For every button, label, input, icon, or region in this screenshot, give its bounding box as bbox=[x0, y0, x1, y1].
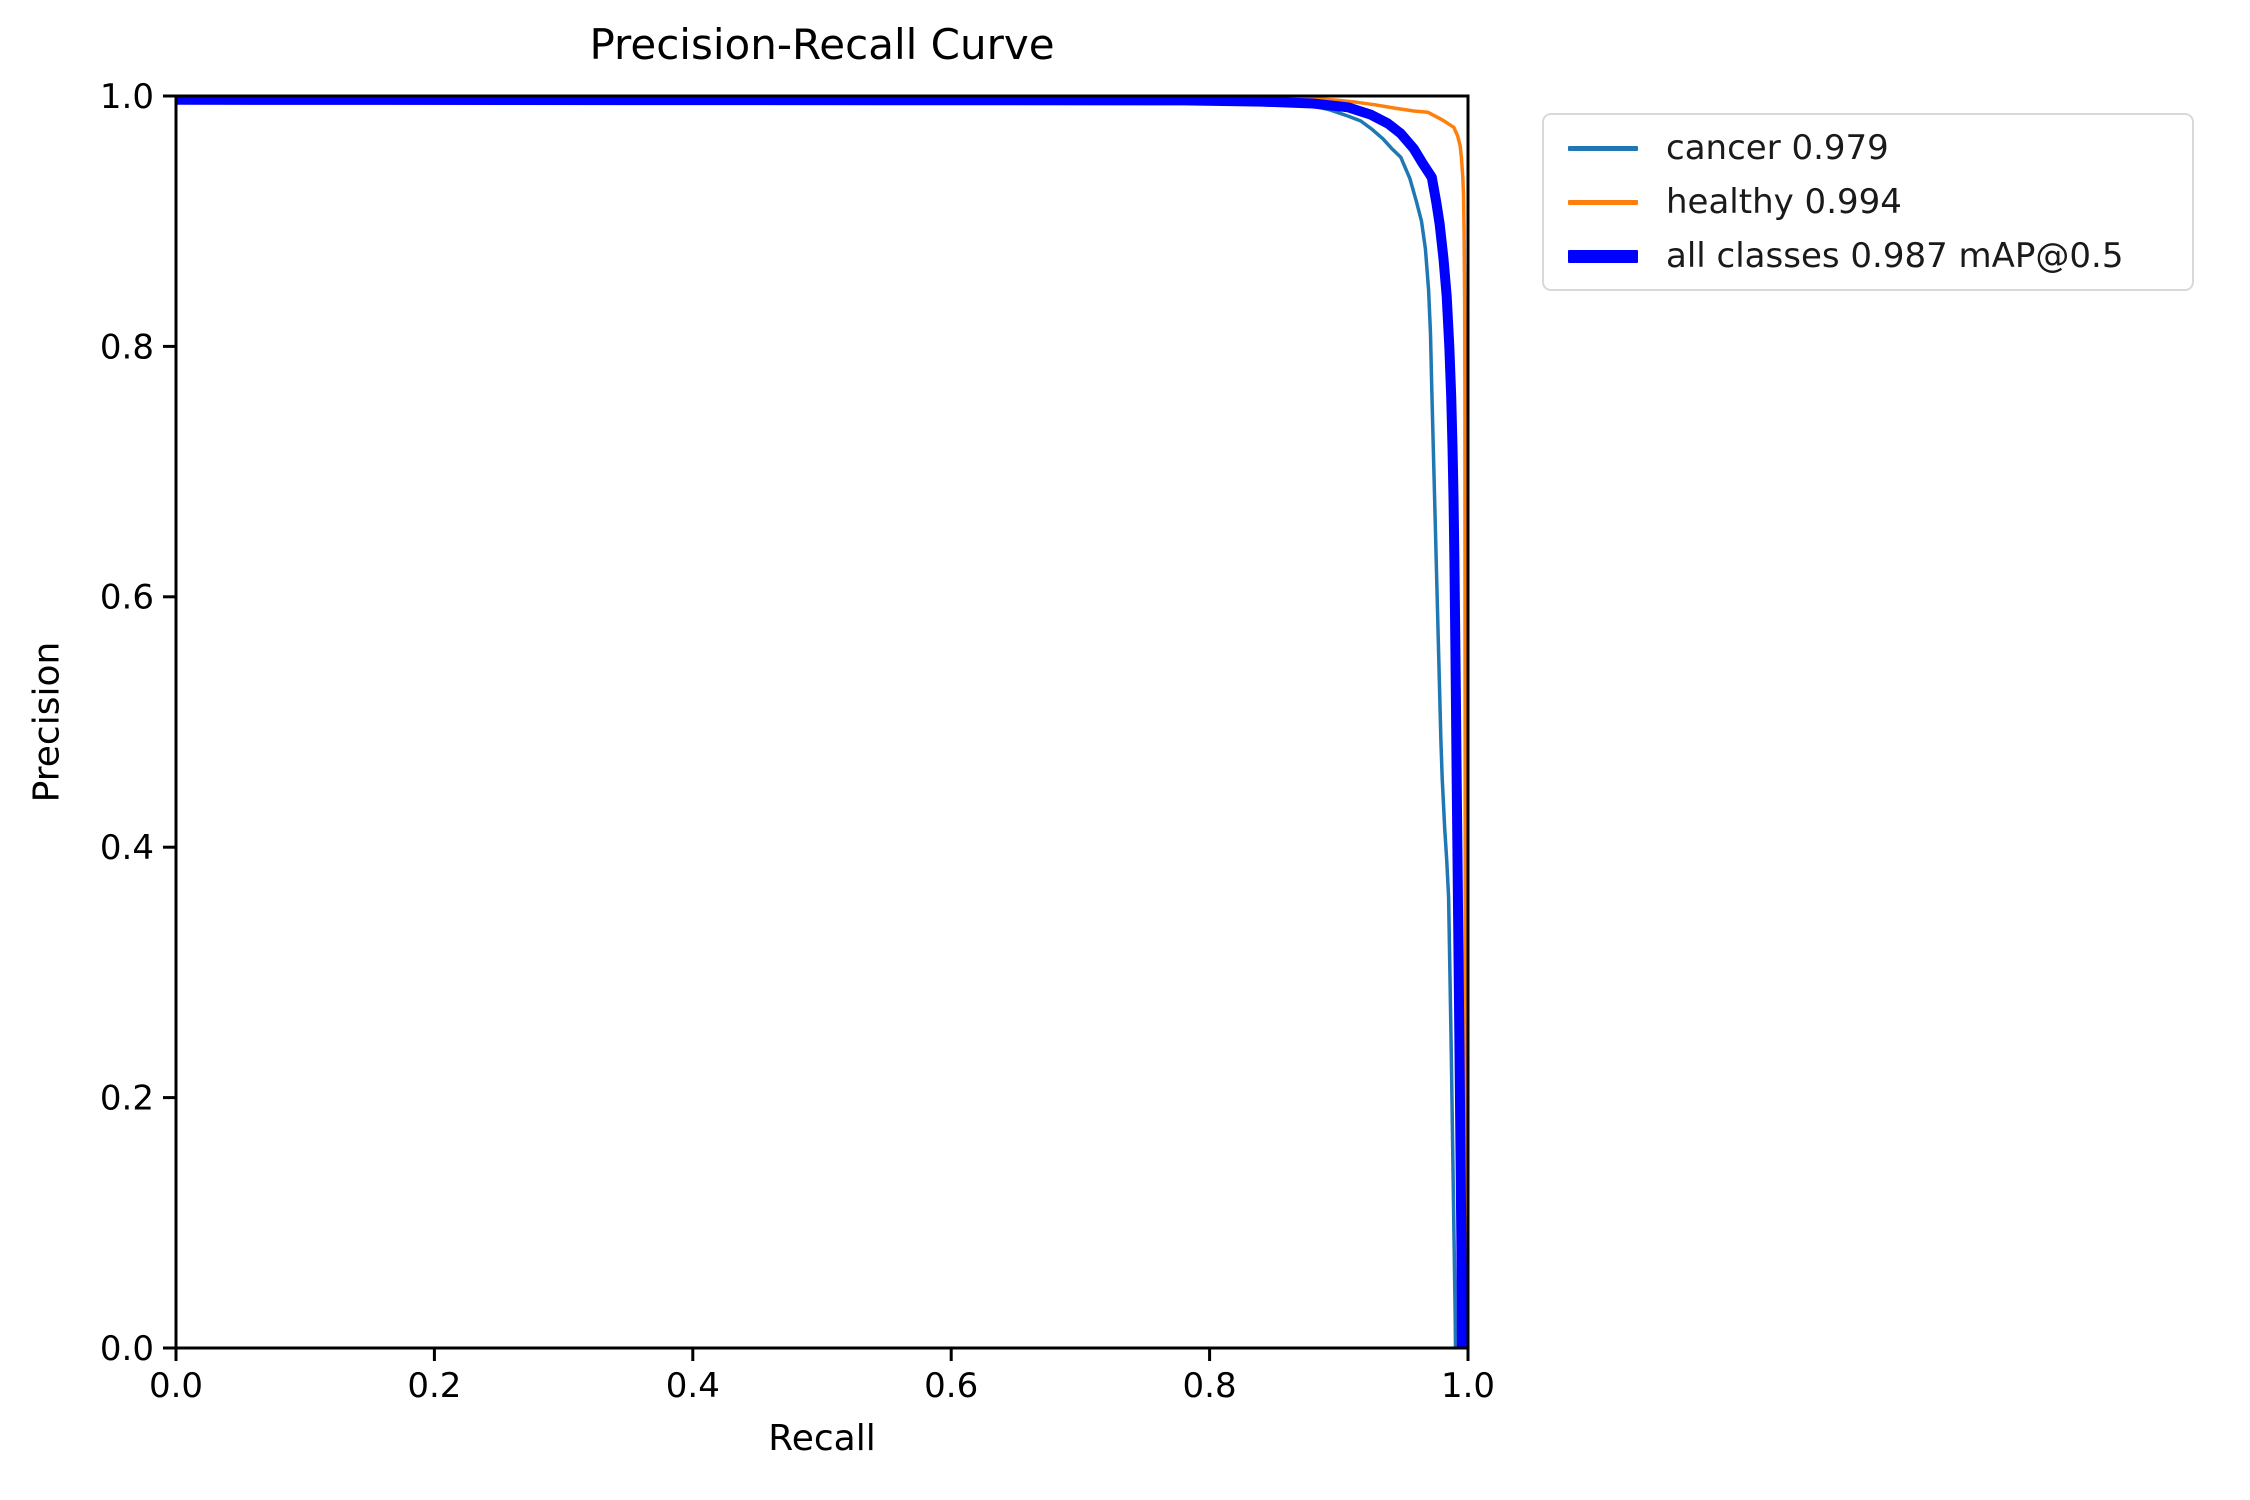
x-axis-label: Recall bbox=[768, 1418, 876, 1459]
y-axis-label: Precision bbox=[26, 641, 68, 803]
legend: cancer 0.979 healthy 0.994 all classes 0… bbox=[1542, 113, 2194, 291]
y-tick-label: 0.8 bbox=[100, 327, 154, 367]
x-tick-label: 0.6 bbox=[924, 1366, 978, 1406]
y-tick-label: 1.0 bbox=[100, 77, 154, 117]
legend-label-healthy: healthy 0.994 bbox=[1666, 182, 1902, 222]
axis-ticks: 0.0 0.2 0.4 0.6 0.8 1.0 0.0 0.2 0.4 0.6 0.8 1.0 bbox=[100, 77, 1495, 1406]
curve-all-classes bbox=[175, 94, 1467, 1349]
legend-entry-all-classes: all classes 0.987 mAP@0.5 bbox=[1568, 236, 2172, 276]
x-tick-label: 0.0 bbox=[149, 1366, 203, 1406]
curve-cancer bbox=[175, 96, 1458, 1349]
curve-healthy bbox=[176, 96, 1468, 1348]
x-tick-label: 1.0 bbox=[1441, 1366, 1495, 1406]
legend-entry-healthy: healthy 0.994 bbox=[1568, 182, 2172, 222]
y-tick-label: 0.4 bbox=[100, 828, 154, 868]
legend-label-all-classes: all classes 0.987 mAP@0.5 bbox=[1666, 236, 2124, 276]
legend-entry-cancer: cancer 0.979 bbox=[1568, 128, 2172, 168]
x-tick-label: 0.4 bbox=[666, 1366, 720, 1406]
chart-title: Precision-Recall Curve bbox=[589, 20, 1055, 69]
legend-line-all-classes-icon bbox=[1568, 249, 1638, 263]
legend-line-healthy-icon bbox=[1568, 199, 1638, 205]
plot-border bbox=[174, 94, 1470, 1350]
curves bbox=[175, 94, 1468, 1349]
x-tick-label: 0.8 bbox=[1183, 1366, 1237, 1406]
legend-line-cancer-icon bbox=[1568, 145, 1638, 151]
x-tick-label: 0.2 bbox=[407, 1366, 461, 1406]
y-tick-label: 0.0 bbox=[100, 1329, 154, 1369]
y-tick-label: 0.6 bbox=[100, 578, 154, 618]
legend-label-cancer: cancer 0.979 bbox=[1666, 128, 1889, 168]
y-tick-label: 0.2 bbox=[100, 1079, 154, 1119]
